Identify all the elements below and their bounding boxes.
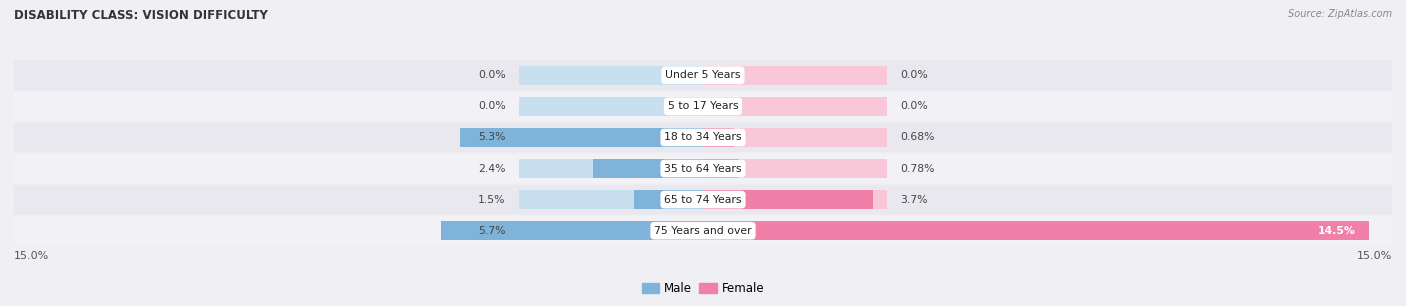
FancyBboxPatch shape (10, 216, 1396, 246)
Text: 35 to 64 Years: 35 to 64 Years (664, 163, 742, 174)
Text: 15.0%: 15.0% (14, 251, 49, 261)
FancyBboxPatch shape (10, 60, 1396, 90)
Text: DISABILITY CLASS: VISION DIFFICULTY: DISABILITY CLASS: VISION DIFFICULTY (14, 9, 269, 22)
Text: 14.5%: 14.5% (1317, 226, 1355, 236)
Bar (703, 221, 887, 240)
Bar (703, 190, 873, 209)
FancyBboxPatch shape (10, 122, 1396, 152)
Text: 15.0%: 15.0% (1357, 251, 1392, 261)
Bar (703, 128, 734, 147)
Text: 5 to 17 Years: 5 to 17 Years (668, 101, 738, 111)
Bar (703, 66, 887, 85)
Text: Source: ZipAtlas.com: Source: ZipAtlas.com (1288, 9, 1392, 19)
Text: 0.78%: 0.78% (900, 163, 935, 174)
Text: 0.0%: 0.0% (900, 101, 928, 111)
Text: 75 Years and over: 75 Years and over (654, 226, 752, 236)
Bar (519, 66, 703, 85)
Bar (703, 190, 887, 209)
Text: Under 5 Years: Under 5 Years (665, 70, 741, 80)
Text: 0.0%: 0.0% (900, 70, 928, 80)
Text: 18 to 34 Years: 18 to 34 Years (664, 132, 742, 143)
FancyBboxPatch shape (10, 185, 1396, 215)
Bar (593, 159, 703, 178)
Text: 65 to 74 Years: 65 to 74 Years (664, 195, 742, 205)
Bar (703, 221, 1369, 240)
Bar (441, 221, 703, 240)
Bar (703, 159, 887, 178)
Bar (703, 128, 887, 147)
Bar (519, 128, 703, 147)
Bar (519, 221, 703, 240)
Text: 0.0%: 0.0% (478, 101, 506, 111)
Text: 3.7%: 3.7% (900, 195, 928, 205)
FancyBboxPatch shape (10, 91, 1396, 121)
Bar (703, 97, 887, 116)
FancyBboxPatch shape (10, 154, 1396, 184)
Text: 0.0%: 0.0% (478, 70, 506, 80)
Bar (634, 190, 703, 209)
Bar (460, 128, 703, 147)
Text: 1.5%: 1.5% (478, 195, 506, 205)
Bar (519, 190, 703, 209)
Legend: Male, Female: Male, Female (637, 278, 769, 300)
Text: 5.7%: 5.7% (478, 226, 506, 236)
Bar (519, 159, 703, 178)
Bar (519, 97, 703, 116)
Text: 0.68%: 0.68% (900, 132, 935, 143)
Bar (703, 159, 738, 178)
Text: 2.4%: 2.4% (478, 163, 506, 174)
Text: 5.3%: 5.3% (478, 132, 506, 143)
